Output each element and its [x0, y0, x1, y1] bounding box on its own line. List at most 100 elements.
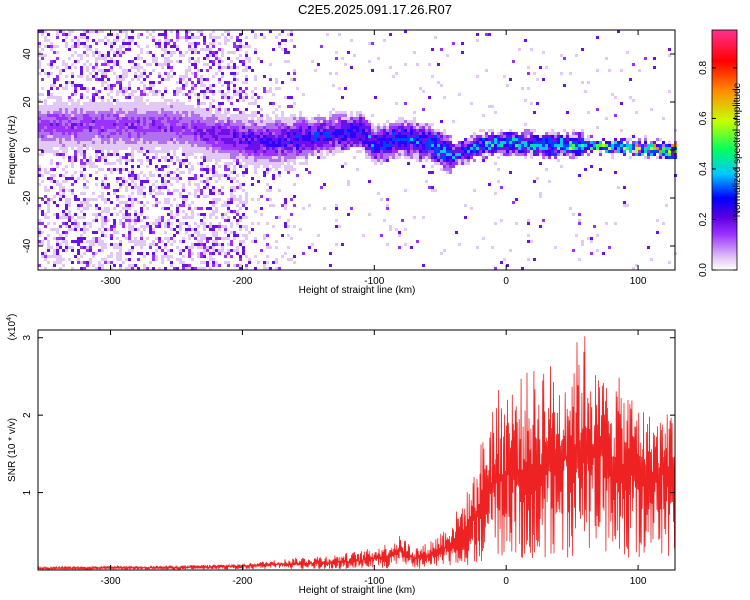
spectrogram-cell [155, 201, 158, 204]
spectrogram-cell [212, 240, 215, 243]
spectrogram-cell [221, 216, 224, 219]
spectrogram-cell [80, 153, 83, 156]
spectrogram-cell [275, 159, 278, 162]
spectrogram-cell [206, 129, 209, 132]
spectrogram-cell [68, 219, 71, 222]
spectrogram-cell [119, 120, 122, 123]
spectrogram-cell [230, 72, 233, 75]
spectrogram-cell [566, 150, 569, 153]
spectrogram-cell [239, 42, 242, 45]
spectrogram-cell [122, 108, 125, 111]
spectrogram-cell [83, 45, 86, 48]
spectrogram-cell [527, 132, 530, 135]
spectrogram-cell [155, 45, 158, 48]
spectrogram-cell [344, 120, 347, 123]
spectrogram-cell [281, 48, 284, 51]
spectrogram-cell [152, 231, 155, 234]
spectrogram-cell [242, 171, 245, 174]
spectrogram-cell [56, 57, 59, 60]
spectrogram-cell [218, 78, 221, 81]
spectrogram-cell [152, 174, 155, 177]
spectrogram-cell [620, 138, 623, 141]
spectrogram-cell [221, 75, 224, 78]
spectrogram-cell [407, 132, 410, 135]
spectrogram-cell [68, 123, 71, 126]
spectrogram-cell [80, 165, 83, 168]
spectrogram-cell [200, 261, 203, 264]
spectrogram-cell [86, 204, 89, 207]
spectrogram-cell [170, 120, 173, 123]
spectrogram-cell [659, 147, 662, 150]
spectrogram-cell [419, 132, 422, 135]
spectrogram-cell [101, 195, 104, 198]
spectrogram-cell [146, 99, 149, 102]
spectrogram-cell [167, 192, 170, 195]
spectrogram-cell [251, 141, 254, 144]
spectrogram-cell [335, 114, 338, 117]
spectrogram-cell [152, 240, 155, 243]
spectrogram-cell [230, 129, 233, 132]
spectrogram-cell [209, 33, 212, 36]
spectrogram-cell [137, 75, 140, 78]
spectrogram-cell [83, 216, 86, 219]
spectrogram-cell [47, 249, 50, 252]
spectrogram-cell [296, 147, 299, 150]
spectrogram-cell [398, 153, 401, 156]
spectrogram-cell [86, 186, 89, 189]
spectrogram-cell [230, 189, 233, 192]
spectrogram-cell [143, 117, 146, 120]
spectrogram-cell [170, 147, 173, 150]
spectrogram-cell [44, 45, 47, 48]
spectrogram-cell [575, 234, 578, 237]
spectrogram-cell [119, 123, 122, 126]
spectrogram-cell [257, 222, 260, 225]
spectrogram-cell [83, 138, 86, 141]
spectrogram-cell [398, 132, 401, 135]
spectrogram-cell [218, 228, 221, 231]
spectrogram-cell [473, 144, 476, 147]
spectrogram-cell [338, 117, 341, 120]
spectrogram-cell [152, 204, 155, 207]
spectrogram-cell [71, 228, 74, 231]
spectrogram-cell [104, 135, 107, 138]
spectrogram-cell [260, 132, 263, 135]
spectrogram-cell [101, 192, 104, 195]
spectrogram-cell [347, 180, 350, 183]
spectrogram-cell [206, 177, 209, 180]
spectrogram-cell [149, 123, 152, 126]
spectrogram-cell [620, 147, 623, 150]
spectrogram-cell [164, 30, 167, 33]
spectrogram-cell [620, 144, 623, 147]
spectrogram-cell [284, 120, 287, 123]
spectrogram-cell [275, 120, 278, 123]
spectrogram-cell [239, 186, 242, 189]
spectrogram-cell [323, 156, 326, 159]
spectrogram-cell [230, 210, 233, 213]
spectrogram-cell [305, 159, 308, 162]
spectrogram-cell [581, 48, 584, 51]
spectrogram-cell [143, 240, 146, 243]
spectrogram-cell [578, 174, 581, 177]
spectrogram-cell [305, 117, 308, 120]
spectrogram-cell [161, 33, 164, 36]
spectrogram-cell [629, 147, 632, 150]
spectrogram-cell [122, 180, 125, 183]
spectrogram-cell [272, 135, 275, 138]
spectrogram-cell [452, 165, 455, 168]
spectrogram-cell [635, 141, 638, 144]
spectrogram-cell [140, 219, 143, 222]
spectrogram-cell [422, 135, 425, 138]
spectrogram-cell [272, 93, 275, 96]
spectrogram-cell [125, 168, 128, 171]
spectrogram-cell [446, 171, 449, 174]
spectrogram-cell [371, 114, 374, 117]
spectrogram-cell [539, 138, 542, 141]
spectrogram-cell [185, 198, 188, 201]
spectrogram-cell [104, 126, 107, 129]
spectrogram-cell [185, 216, 188, 219]
spectrogram-cell [146, 36, 149, 39]
spectrogram-cell [113, 138, 116, 141]
spectrogram-cell [488, 147, 491, 150]
spectrogram-cell [473, 189, 476, 192]
spectrogram-cell [269, 159, 272, 162]
